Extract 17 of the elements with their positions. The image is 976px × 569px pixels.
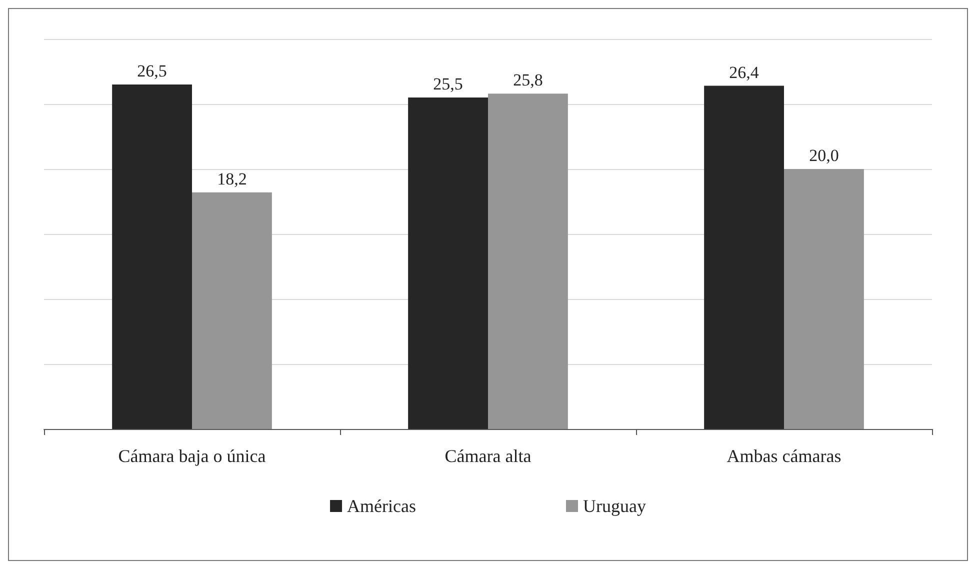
bar [488, 94, 568, 429]
x-tick-label: Cámara alta [444, 446, 532, 466]
bar [112, 84, 192, 429]
bar [192, 192, 272, 429]
data-label: 26,4 [729, 62, 760, 82]
data-label: 18,2 [217, 169, 247, 188]
data-label: 20,0 [809, 146, 839, 165]
bar [704, 86, 784, 429]
legend-label: Uruguay [582, 496, 646, 516]
bar [784, 169, 864, 429]
x-tick-label: Cámara baja o única [118, 446, 266, 466]
bar [408, 98, 488, 429]
data-label: 26,5 [137, 62, 167, 80]
x-tick-label: Ambas cámaras [726, 446, 842, 466]
legend-label: Américas [347, 496, 416, 516]
data-label: 25,5 [433, 74, 463, 94]
data-label: 25,8 [513, 70, 543, 90]
